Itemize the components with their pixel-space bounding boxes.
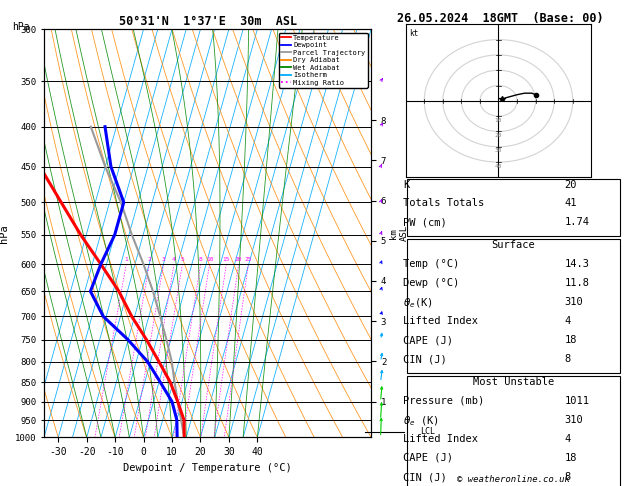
Text: CAPE (J): CAPE (J) [403, 453, 453, 463]
Text: 4: 4 [172, 257, 176, 262]
Text: Most Unstable: Most Unstable [473, 377, 554, 387]
Text: 40: 40 [495, 164, 502, 169]
Text: 18: 18 [564, 335, 577, 345]
Text: 14.3: 14.3 [564, 259, 589, 269]
Text: Lifted Index: Lifted Index [403, 316, 478, 326]
Bar [408, 179, 620, 236]
Text: © weatheronline.co.uk: © weatheronline.co.uk [457, 475, 570, 485]
Text: $\theta_e$ (K): $\theta_e$ (K) [403, 415, 439, 428]
Text: 1: 1 [125, 257, 128, 262]
Bar [408, 240, 620, 373]
Text: CIN (J): CIN (J) [403, 472, 447, 482]
Text: 25: 25 [245, 257, 252, 262]
Text: 8: 8 [564, 354, 571, 364]
Legend: Temperature, Dewpoint, Parcel Trajectory, Dry Adiabat, Wet Adiabat, Isotherm, Mi: Temperature, Dewpoint, Parcel Trajectory… [279, 33, 367, 87]
Text: hPa: hPa [13, 22, 30, 32]
Text: 2: 2 [147, 257, 151, 262]
Y-axis label: hPa: hPa [0, 224, 9, 243]
Title: 50°31'N  1°37'E  30m  ASL: 50°31'N 1°37'E 30m ASL [118, 15, 297, 28]
Text: 11.8: 11.8 [564, 278, 589, 288]
X-axis label: Dewpoint / Temperature (°C): Dewpoint / Temperature (°C) [123, 463, 292, 473]
Text: 26.05.2024  18GMT  (Base: 00): 26.05.2024 18GMT (Base: 00) [397, 12, 603, 25]
Y-axis label: km
ASL: km ASL [389, 225, 408, 242]
Text: LCL: LCL [420, 427, 435, 436]
Text: 10: 10 [206, 257, 213, 262]
Bar [408, 377, 620, 486]
Text: Lifted Index: Lifted Index [403, 434, 478, 444]
Text: kt: kt [409, 29, 419, 38]
Text: 310: 310 [564, 415, 583, 425]
Text: 10: 10 [495, 118, 502, 122]
Text: 8: 8 [564, 472, 571, 482]
Text: Surface: Surface [492, 241, 535, 250]
Text: 4: 4 [564, 434, 571, 444]
Text: CIN (J): CIN (J) [403, 354, 447, 364]
Text: 310: 310 [564, 297, 583, 307]
Text: 8: 8 [199, 257, 203, 262]
Text: Totals Totals: Totals Totals [403, 198, 484, 208]
Text: 4: 4 [564, 316, 571, 326]
Text: 5: 5 [181, 257, 184, 262]
Text: 20: 20 [495, 133, 502, 138]
Text: Pressure (mb): Pressure (mb) [403, 396, 484, 406]
Text: PW (cm): PW (cm) [403, 217, 447, 227]
Text: 41: 41 [564, 198, 577, 208]
Text: 3: 3 [162, 257, 165, 262]
Text: K: K [403, 180, 409, 191]
Text: 1011: 1011 [564, 396, 589, 406]
Text: 20: 20 [564, 180, 577, 191]
Text: $\theta_e$(K): $\theta_e$(K) [403, 297, 433, 311]
Text: Temp (°C): Temp (°C) [403, 259, 459, 269]
Text: 15: 15 [223, 257, 230, 262]
Text: 20: 20 [235, 257, 242, 262]
Text: 18: 18 [564, 453, 577, 463]
Text: 30: 30 [495, 148, 502, 153]
Text: 1.74: 1.74 [564, 217, 589, 227]
Text: CAPE (J): CAPE (J) [403, 335, 453, 345]
Text: Dewp (°C): Dewp (°C) [403, 278, 459, 288]
